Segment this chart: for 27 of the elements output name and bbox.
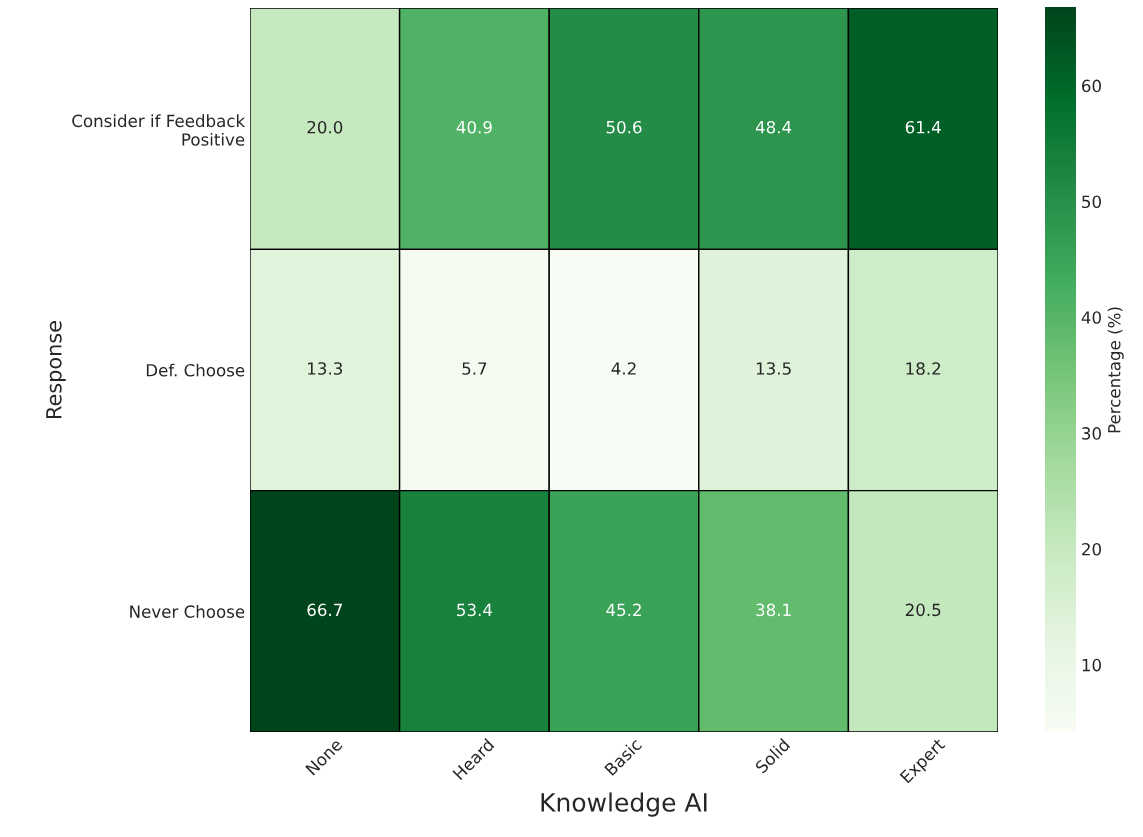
color-bar-label: 40 [1081, 311, 1101, 324]
data-label: 13.5 [756, 362, 791, 375]
y-axis-title: Response [46, 321, 66, 418]
color-bar-label: 10 [1082, 658, 1101, 672]
color-bar-label: 50 [1082, 195, 1101, 209]
color-bar-title: Percentage (%) [1107, 307, 1124, 433]
data-label: 61.4 [905, 120, 941, 134]
data-label: 66.7 [307, 603, 342, 617]
data-label: 20.5 [905, 603, 941, 617]
data-label: 5.7 [462, 362, 487, 375]
data-label: 38.1 [756, 603, 791, 617]
data-label: 53.4 [457, 603, 493, 617]
data-label: 50.6 [606, 120, 642, 134]
data-label: 45.2 [606, 603, 641, 617]
color-bar-label: 30 [1082, 427, 1101, 440]
x-axis-title: Knowledge AI [541, 792, 707, 817]
color-bar-label: 60 [1082, 79, 1101, 93]
data-label: 18.2 [906, 362, 941, 375]
y-tick-label: Def. Choose [146, 363, 245, 377]
y-tick-label: Never Choose [130, 605, 245, 618]
data-label: 4.2 [611, 362, 636, 375]
data-label: 48.4 [755, 120, 792, 134]
data-label: 40.9 [456, 120, 492, 134]
data-label: 13.3 [308, 362, 343, 375]
y-tick-label: Consider if Feedback Positive [72, 114, 246, 146]
data-label: 20.0 [307, 120, 343, 134]
color-bar-label: 20 [1082, 542, 1101, 556]
